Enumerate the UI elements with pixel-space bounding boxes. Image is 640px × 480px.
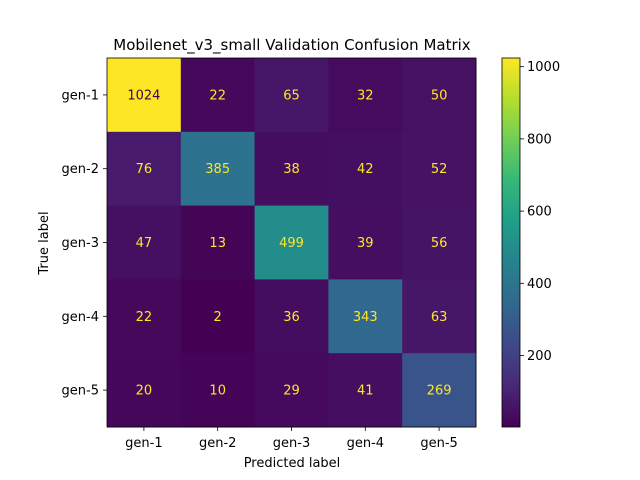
heatmap-cell (328, 58, 403, 133)
y-axis-label: True label (37, 211, 52, 275)
colorbar-ticks: 200 400 600 800 1000 (520, 60, 560, 364)
cell-value-label: 2 (214, 310, 222, 325)
cell-value-label: 47 (136, 236, 153, 251)
cell-value-label: 32 (357, 88, 374, 103)
heatmap-cell (180, 205, 256, 280)
y-axis: gen-1 gen-2 gen-3 gen-4 gen-5 (62, 88, 107, 399)
cell-value-label: 42 (357, 162, 374, 177)
cell-value-label: 76 (136, 162, 153, 177)
chart-title: Mobilenet_v3_small Validation Confusion … (113, 36, 471, 55)
y-tick-label: gen-2 (62, 162, 99, 177)
colorbar-tick-label: 400 (527, 277, 552, 292)
x-tick-label: gen-4 (347, 436, 384, 451)
heatmap-cell (107, 205, 182, 280)
heatmap-cell (180, 353, 256, 428)
cell-value-label: 1024 (127, 88, 160, 103)
y-tick-label: gen-5 (62, 384, 99, 399)
cell-value-label: 20 (136, 384, 153, 399)
cell-value-label: 65 (283, 88, 300, 103)
heatmap-cell (402, 205, 477, 280)
heatmap-cell (402, 131, 477, 207)
cell-value-label: 10 (209, 384, 226, 399)
cell-value-label: 39 (357, 236, 374, 251)
x-tick-label: gen-1 (125, 436, 162, 451)
y-tick-label: gen-1 (62, 88, 99, 103)
cell-value-label: 343 (353, 310, 378, 325)
cell-value-label: 22 (209, 88, 226, 103)
cell-value-label: 29 (283, 384, 300, 399)
heatmap-cell (402, 353, 477, 428)
heatmap-cells (107, 58, 477, 428)
heatmap-cell (107, 58, 182, 133)
x-axis-label: Predicted label (244, 456, 341, 471)
heatmap-cell (402, 279, 477, 354)
colorbar-tick-label: 600 (527, 205, 552, 220)
x-tick-label: gen-2 (199, 436, 236, 451)
colorbar-tick-label: 200 (527, 349, 552, 364)
y-tick-label: gen-4 (62, 310, 99, 325)
cell-value-label: 52 (431, 162, 448, 177)
cell-value-label: 22 (136, 310, 153, 325)
cell-value-label: 269 (427, 384, 452, 399)
cell-value-label: 385 (205, 162, 230, 177)
y-tick-label: gen-3 (62, 236, 99, 251)
cell-value-label: 50 (431, 88, 448, 103)
cell-value-label: 63 (431, 310, 448, 325)
heatmap-cell (328, 279, 403, 354)
cell-value-label: 13 (209, 236, 226, 251)
cell-value-label: 36 (283, 310, 300, 325)
colorbar (501, 57, 521, 428)
heatmap-cell (254, 353, 329, 428)
cell-value-label: 38 (283, 162, 300, 177)
heatmap-cell (328, 353, 403, 428)
cell-value-label: 499 (279, 236, 304, 251)
heatmap-cell (180, 58, 256, 133)
heatmap-cell (254, 279, 329, 354)
x-axis: gen-1 gen-2 gen-3 gen-4 gen-5 (125, 427, 458, 451)
x-tick-label: gen-3 (273, 436, 310, 451)
heatmap-cell (254, 58, 329, 133)
cell-value-label: 56 (431, 236, 448, 251)
cell-value-label: 41 (357, 384, 374, 399)
heatmap-cell (328, 205, 403, 280)
heatmap-cell (402, 58, 477, 133)
heatmap-cell (107, 279, 182, 354)
heatmap-cell (254, 131, 329, 207)
x-tick-label: gen-5 (420, 436, 457, 451)
heatmap-cell (254, 205, 329, 280)
colorbar-tick-label: 800 (527, 132, 552, 147)
heatmap-cell (328, 131, 403, 207)
colorbar-tick-label: 1000 (527, 60, 560, 75)
heatmap-cell (180, 279, 256, 354)
heatmap-cell (107, 353, 182, 428)
heatmap-cell (180, 131, 256, 207)
heatmap-cell (107, 131, 182, 207)
